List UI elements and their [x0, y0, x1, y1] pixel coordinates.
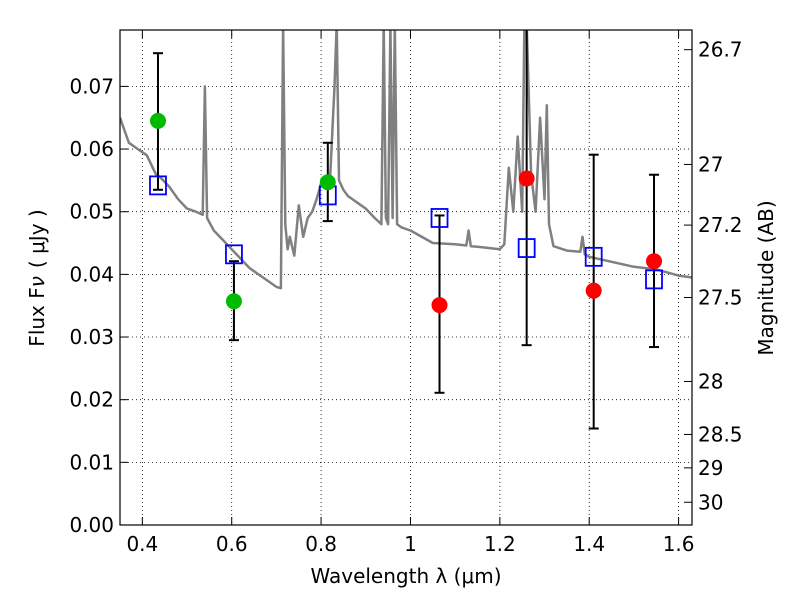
- model-square: [430, 208, 449, 228]
- red-circle: [646, 253, 663, 270]
- spectrum-line: [120, 30, 692, 290]
- y-axis-label-main: Flux F: [25, 287, 49, 346]
- magnitude-tick-label: 27.5: [698, 286, 743, 310]
- model-square: [149, 175, 167, 196]
- magnitude-tick-label: 29: [698, 456, 723, 480]
- x-tick-label: 1.2: [484, 532, 516, 556]
- red-circle: [431, 297, 448, 314]
- y-axis-ticks: 0.00 0.01 0.02 0.03 0.04 0.05 0.06 0.07: [69, 74, 128, 537]
- y-axis-label-sub: ν: [25, 276, 49, 287]
- y-tick-label: 0.02: [69, 388, 114, 412]
- model-square: [225, 244, 243, 265]
- x-tick-label: 0.8: [305, 532, 337, 556]
- magnitude-tick-label: 27.2: [698, 213, 743, 237]
- x-tick-label: 1.4: [573, 532, 605, 556]
- model-square: [584, 246, 603, 267]
- plot-area: [120, 30, 692, 430]
- y-tick-label: 0.00: [69, 513, 114, 537]
- data-points: [149, 112, 663, 314]
- model-square: [645, 269, 663, 290]
- red-circle: [518, 170, 535, 187]
- magnitude-tick-label: 27: [698, 152, 723, 176]
- magnitude-axis-label: Magnitude (AB): [754, 200, 778, 355]
- y-tick-label: 0.07: [69, 74, 114, 98]
- x-tick-label: 0.6: [216, 532, 248, 556]
- red-circle: [585, 282, 602, 299]
- x-tick-label: 1.6: [663, 532, 695, 556]
- magnitude-axis-ticks: 26.7 27 27.2 27.5 28 28.5 29 30: [684, 38, 743, 514]
- magnitude-tick-label: 28.5: [698, 422, 743, 446]
- y-axis-label: Flux Fν ( μJy ): [25, 209, 49, 346]
- magnitude-tick-label: 28: [698, 369, 723, 393]
- x-axis-label: Wavelength λ (μm): [310, 564, 501, 588]
- x-tick-label: 0.4: [126, 532, 158, 556]
- y-axis-label-unit: ( μJy ): [25, 209, 49, 268]
- model-square: [517, 238, 536, 258]
- y-tick-label: 0.04: [69, 262, 114, 286]
- x-axis-ticks: 0.4 0.6 0.8 1 1.2 1.4 1.6: [126, 30, 695, 556]
- green-circle: [225, 293, 242, 310]
- x-tick-label: 1: [404, 532, 417, 556]
- plot-frame: [119, 29, 693, 526]
- magnitude-tick-label: 26.7: [698, 38, 743, 62]
- green-circle: [149, 112, 166, 129]
- y-tick-label: 0.03: [69, 325, 114, 349]
- green-circle: [319, 174, 336, 191]
- y-tick-label: 0.06: [69, 137, 114, 161]
- magnitude-tick-label: 30: [698, 490, 723, 514]
- y-tick-label: 0.05: [69, 200, 114, 224]
- y-tick-label: 0.01: [69, 450, 114, 474]
